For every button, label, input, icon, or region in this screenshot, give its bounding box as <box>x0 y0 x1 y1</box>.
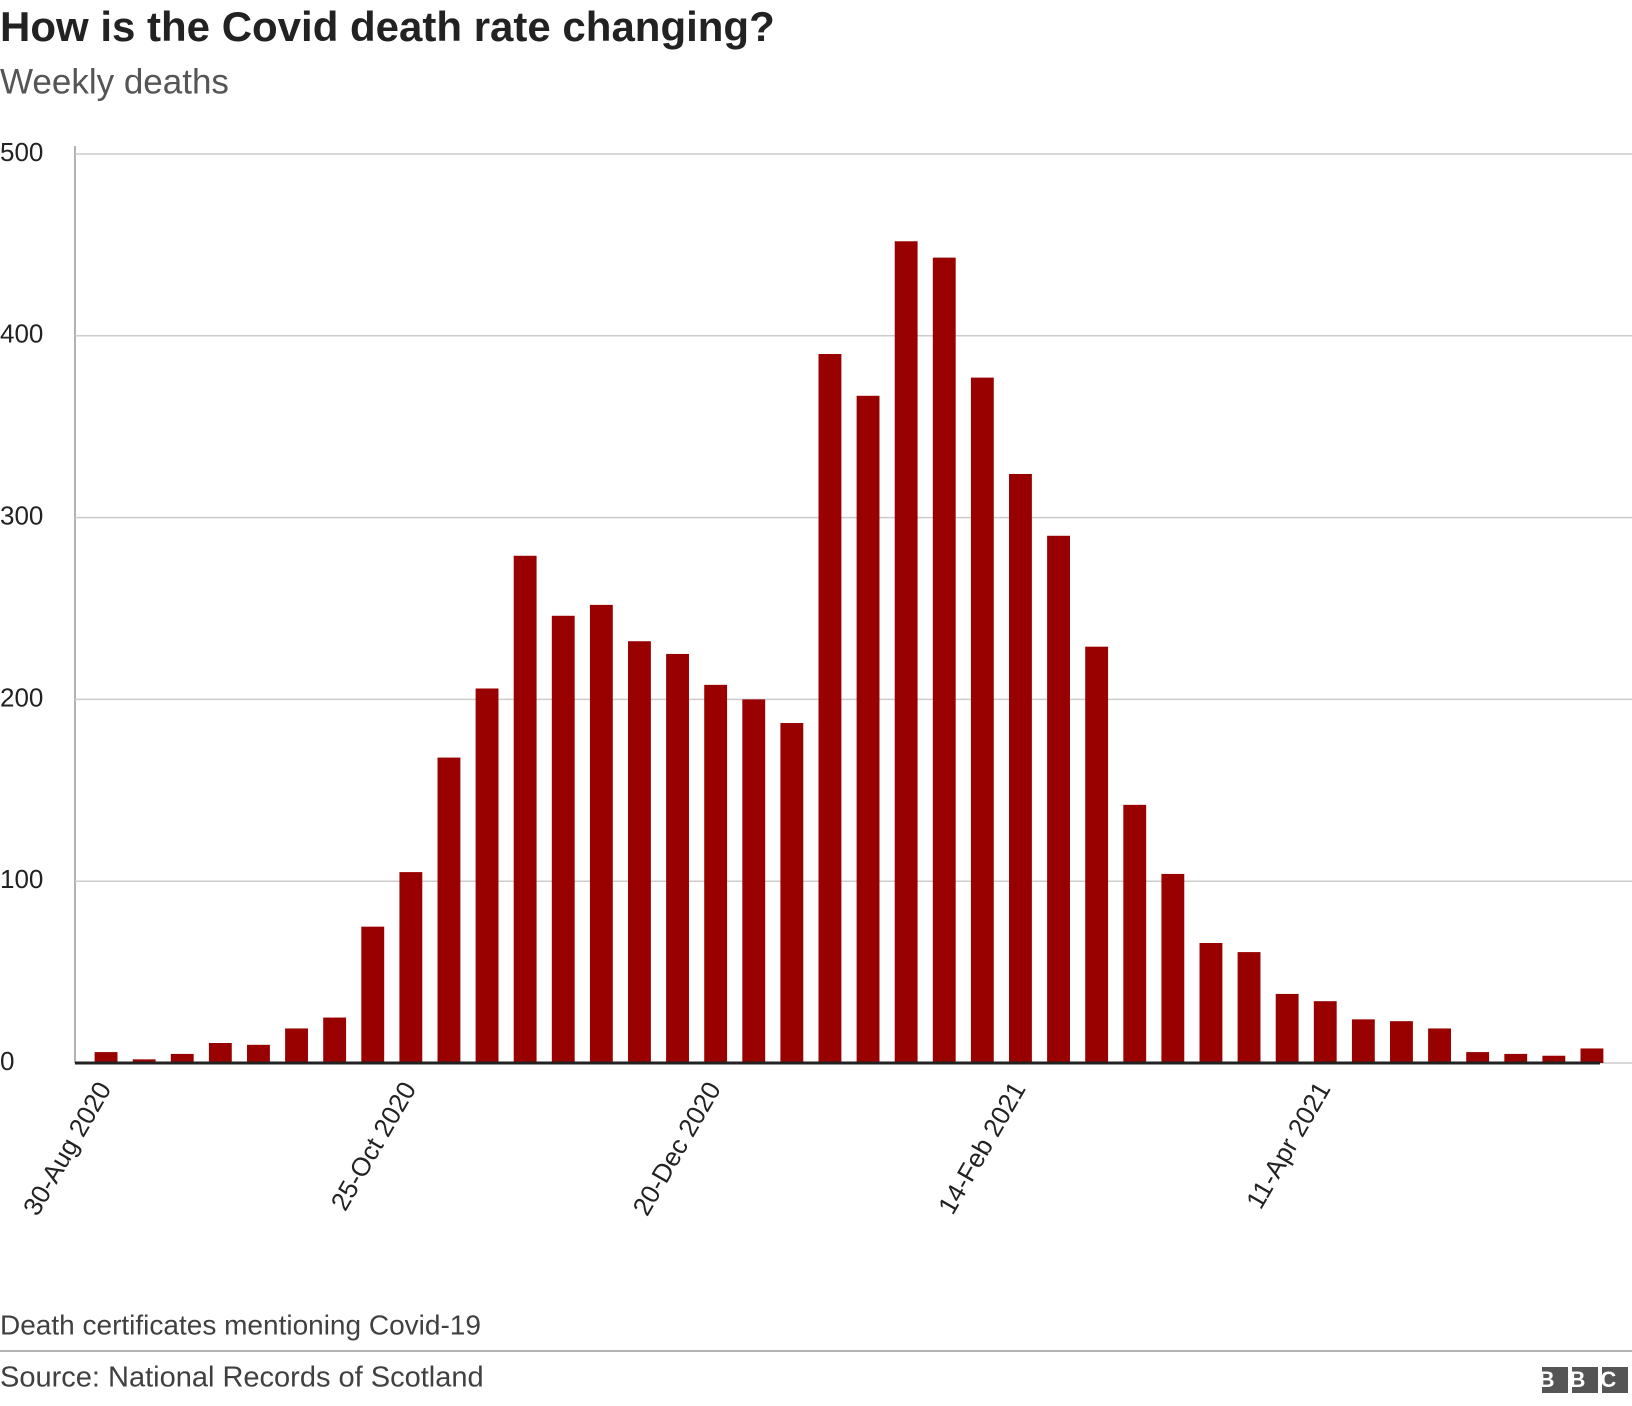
bar <box>666 653 689 1063</box>
chart-subtitle: Weekly deaths <box>0 62 229 101</box>
bar <box>208 1043 232 1063</box>
y-tick-label: 100 <box>0 864 43 894</box>
bar <box>1275 993 1299 1063</box>
bar <box>475 688 499 1063</box>
y-tick-label: 0 <box>0 1046 14 1076</box>
bar <box>818 353 842 1064</box>
bar <box>1085 646 1109 1063</box>
x-tick-label: 11-Apr 2021 <box>1240 1076 1337 1213</box>
bar <box>1428 1028 1451 1063</box>
x-tick-label: 30-Aug 2020 <box>17 1076 117 1220</box>
bar <box>1351 1019 1375 1063</box>
bar <box>780 723 804 1063</box>
bar <box>285 1028 308 1063</box>
bar <box>1237 952 1261 1063</box>
bar <box>1542 1055 1566 1063</box>
bar <box>1123 804 1147 1063</box>
chart-title: How is the Covid death rate changing? <box>0 3 775 50</box>
bar <box>437 757 461 1063</box>
x-tick-label: 14-Feb 2021 <box>932 1076 1032 1219</box>
bar <box>323 1017 347 1063</box>
bar <box>628 641 651 1063</box>
bar <box>399 872 423 1063</box>
footnote: Death certificates mentioning Covid-19 <box>0 1309 481 1340</box>
bar <box>589 604 613 1063</box>
bar <box>894 241 918 1063</box>
bar <box>1504 1053 1528 1063</box>
y-tick-label: 300 <box>0 500 43 530</box>
bar <box>856 395 880 1063</box>
source: Source: National Records of Scotland <box>0 1362 484 1394</box>
bar <box>1161 873 1185 1063</box>
bar <box>1199 943 1223 1063</box>
x-tick-label: 25-Oct 2020 <box>324 1076 422 1215</box>
bar <box>1009 473 1032 1063</box>
bar <box>1313 1001 1337 1063</box>
bar <box>170 1053 194 1063</box>
bar <box>551 615 575 1063</box>
bar <box>742 699 766 1063</box>
y-tick-label: 400 <box>0 319 43 349</box>
bar <box>132 1059 156 1063</box>
logo: BBC <box>1539 1367 1632 1392</box>
bar <box>361 926 385 1063</box>
y-tick-label: 200 <box>0 682 43 712</box>
bar <box>932 257 956 1064</box>
x-tick-label: 20-Dec 2020 <box>626 1076 726 1220</box>
bar <box>1047 535 1070 1063</box>
bar <box>1466 1052 1490 1063</box>
y-tick-label: 500 <box>0 137 43 167</box>
bar <box>513 555 537 1063</box>
bar <box>704 684 728 1063</box>
bar <box>94 1052 118 1063</box>
bar <box>247 1044 270 1063</box>
bar <box>1390 1021 1413 1063</box>
logo-boxes <box>1542 1367 1628 1393</box>
bar <box>1580 1048 1604 1063</box>
bar <box>970 377 994 1063</box>
